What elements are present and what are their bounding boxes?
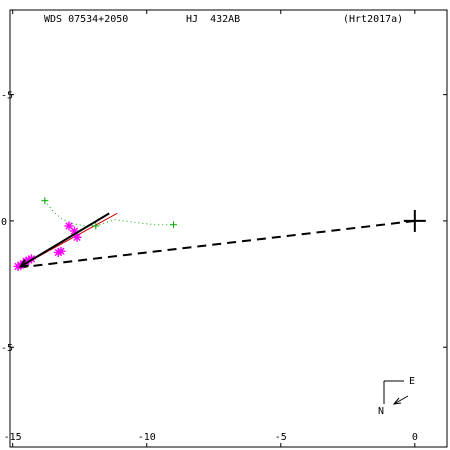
compass-east-label: E [409, 376, 415, 387]
primary-star-layer [403, 209, 426, 232]
header-designation: HJ 432AB [186, 14, 240, 25]
x-tick-label: -10 [138, 432, 156, 443]
observation-marker [72, 232, 82, 242]
observation-stroke [54, 248, 62, 257]
connector-line [17, 219, 415, 269]
y-tick-label: -5 [1, 91, 13, 102]
x-tick-label: 0 [412, 432, 418, 443]
early-point-marker [41, 197, 49, 205]
y-tick-label: 0 [1, 217, 7, 228]
x-tick-label: -5 [275, 432, 287, 443]
x-tick-label: -15 [4, 432, 22, 443]
compass-north-label: N [378, 406, 384, 417]
motion-arrow-shaft [20, 212, 110, 268]
connector-layer [17, 219, 415, 269]
plot-frame [9, 9, 448, 448]
header-reference: (Hrt2017a) [343, 14, 403, 25]
early-point-marker [170, 221, 178, 229]
compass-motion-arrowhead [392, 397, 402, 405]
early-point-marker [92, 222, 100, 230]
compass: E N [378, 376, 415, 417]
observation-stroke [73, 233, 81, 242]
compass-motion-arrow [393, 395, 409, 405]
motion-arrow-layer [18, 212, 110, 268]
header-system: WDS 07534+2050 [44, 14, 128, 25]
y-tick-label: -5 [1, 343, 13, 354]
observation-marker [53, 247, 63, 257]
observation-stroke [65, 222, 73, 230]
axis-ticks: -15 -10 -5 0 -5 0 -5 [1, 10, 447, 447]
motion-arrow-head [18, 259, 29, 268]
observation-stroke [70, 227, 79, 235]
